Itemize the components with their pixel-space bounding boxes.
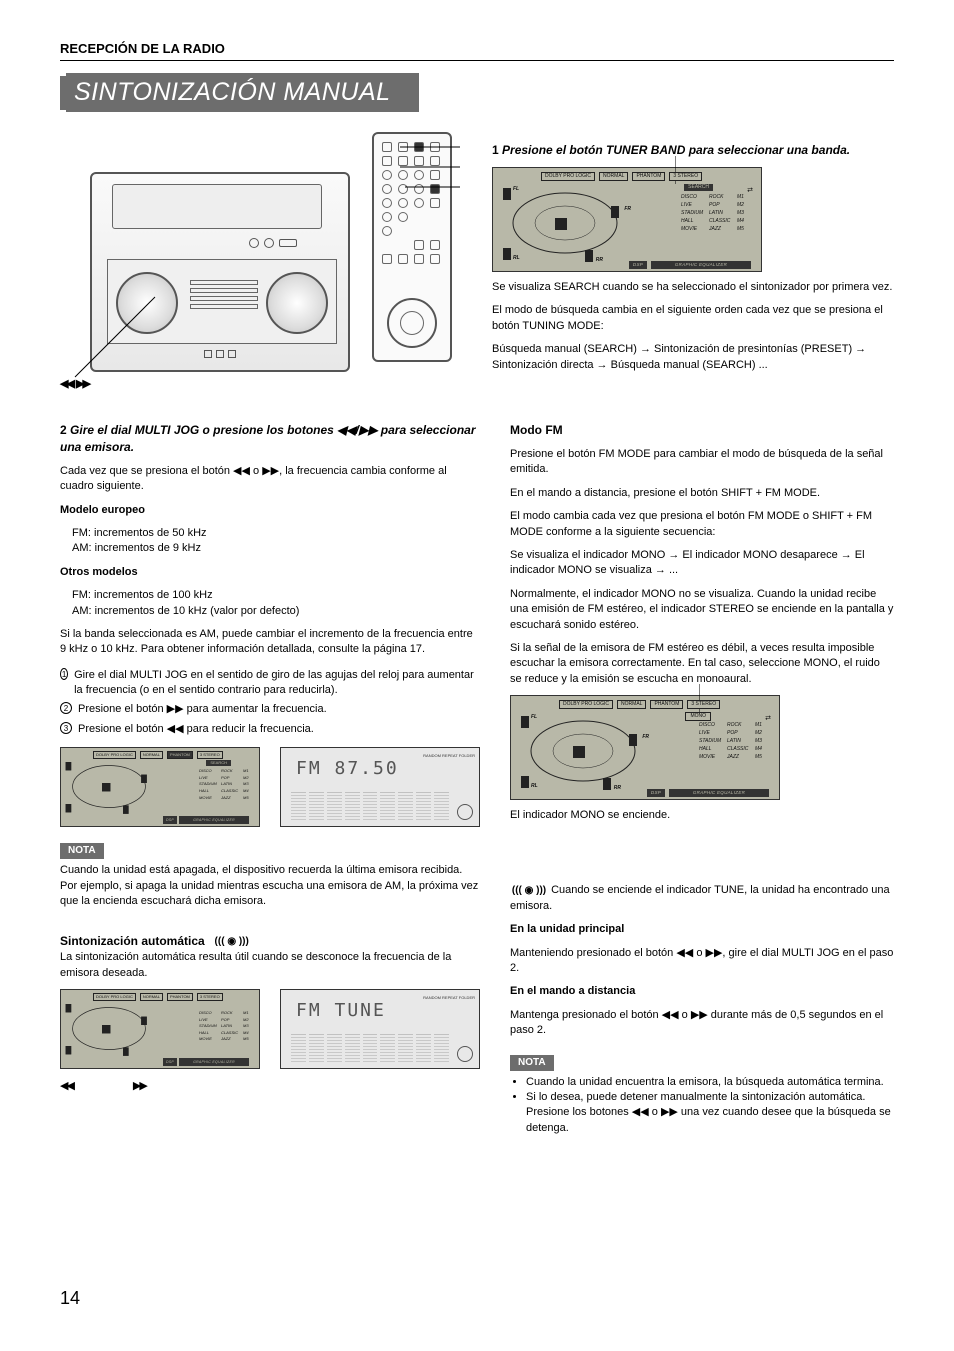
fm-mode-heading: Modo FM: [510, 423, 563, 437]
step2-note: Si la banda seleccionada es AM, puede ca…: [60, 627, 480, 658]
cassette-panel: [190, 280, 258, 325]
stereo-deck: [107, 259, 337, 344]
nota-tag-2: NOTA: [510, 1055, 554, 1071]
step1-caption: Se visualiza SEARCH cuando se ha selecci…: [492, 280, 894, 295]
remote-jog: [387, 298, 437, 348]
stereo-bottom-row: [92, 344, 348, 364]
step2-heading: Gire el dial MULTI JOG o presione los bo…: [60, 423, 476, 454]
step1-heading: Presione el botón TUNER BAND para selecc…: [502, 143, 850, 157]
fm-mode-caption: El indicador MONO se enciende.: [510, 808, 894, 823]
step2-sub: Cada vez que se presiona el botón ◀◀ o ▶…: [60, 464, 480, 495]
section-label: RECEPCIÓN DE LA RADIO: [60, 40, 894, 61]
title-bar: SINTONIZACIÓN MANUAL: [60, 73, 894, 112]
nota-text: Cuando la unidad está apagada, el dispos…: [60, 863, 480, 909]
volume-dial: [266, 272, 328, 334]
lcd-small-1: DOLBY PRO LOGIC NORMAL PHANTOM 3 STEREO …: [60, 747, 260, 827]
antenna-icon-small: ((( ◉ ))): [510, 884, 548, 898]
stereo-screen: [112, 184, 322, 229]
stereo-buttons: [167, 237, 297, 249]
lcd-display-1: DOLBY PRO LOGIC NORMAL PHANTOM 3 STEREO …: [492, 167, 762, 272]
eu-heading: Modelo europeo: [60, 504, 145, 516]
auto-heading: Sintonización automática: [60, 933, 205, 950]
digital-display-tune: FM TUNE RANDOM REPEAT FOLDER: [280, 989, 480, 1069]
rewind-label: ◀◀ ▶▶: [60, 377, 89, 392]
stereo-unit: [90, 172, 350, 372]
multi-jog-dial: [116, 272, 178, 334]
lcd-small-2: DOLBY PRO LOGIC NORMAL PHANTOM 3 STEREO: [60, 989, 260, 1069]
antenna-icon: ((( ◉ ))): [213, 935, 251, 949]
step1-desc: El modo de búsqueda cambia en el siguien…: [492, 303, 894, 334]
numbered-list: 1Gire el dial MULTI JOG en el sentido de…: [60, 668, 480, 738]
lcd-display-mono: DOLBY PRO LOGIC NORMAL PHANTOM 3 STEREO …: [510, 695, 780, 800]
hero-illustration: ◀◀ ▶▶: [60, 132, 462, 412]
page-number: 14: [60, 1286, 80, 1311]
remote-control: [372, 132, 452, 362]
page-title: SINTONIZACIÓN MANUAL: [66, 73, 419, 112]
others-heading: Otros modelos: [60, 566, 138, 578]
digital-display-freq: FM 87.50 RANDOM REPEAT FOLDER: [280, 747, 480, 827]
nota-tag: NOTA: [60, 843, 104, 859]
step1-cycle: Búsqueda manual (SEARCH) → Sintonización…: [492, 342, 894, 373]
